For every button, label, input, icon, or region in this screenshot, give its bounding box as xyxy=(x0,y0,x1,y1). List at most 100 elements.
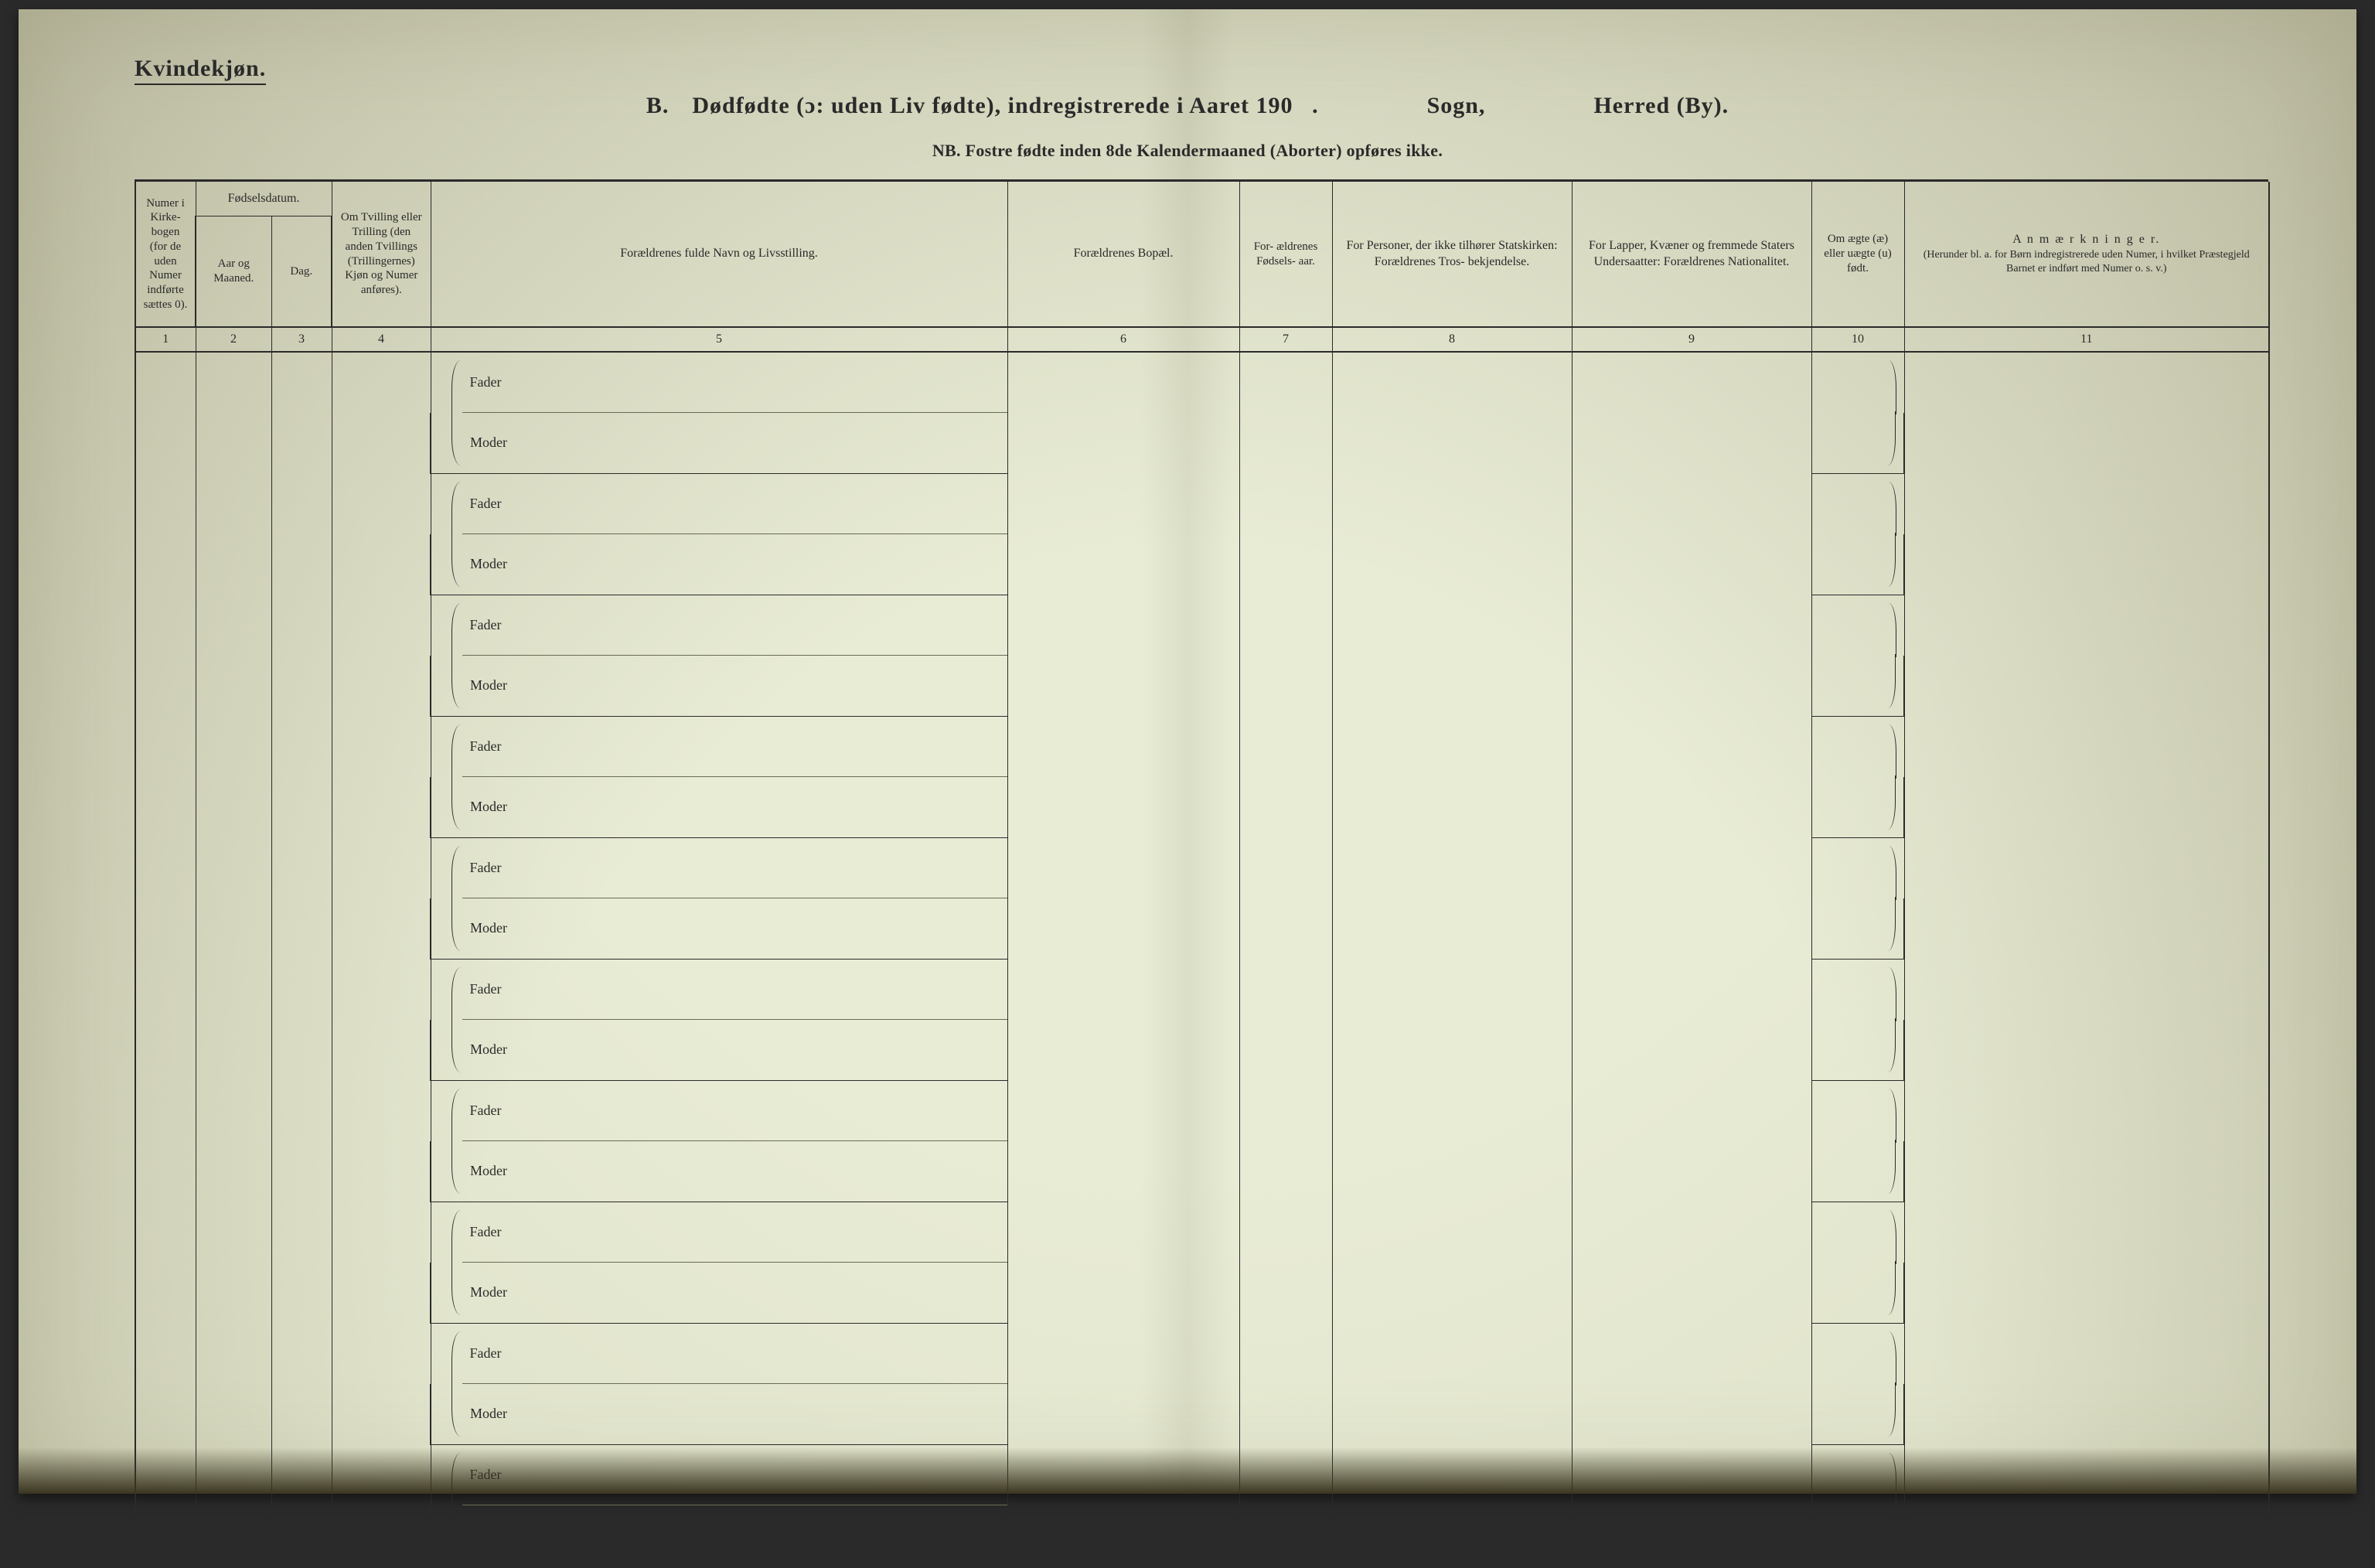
gender-label: Kvindekjøn. xyxy=(135,56,266,85)
cell-c1 xyxy=(135,1324,196,1445)
cell-c7 xyxy=(1239,960,1332,1081)
cell-c6 xyxy=(1007,1324,1239,1445)
cell-c1 xyxy=(135,717,196,838)
herred-label: Herred (By). xyxy=(1593,93,1729,119)
cell-moder: Moder xyxy=(431,1020,1007,1081)
colnum-2: 2 xyxy=(196,327,271,352)
cell-c1 xyxy=(135,474,196,595)
table-row: Fader xyxy=(135,1445,2269,1506)
cell-c3 xyxy=(271,1324,332,1445)
col-1-header: Numer i Kirke- bogen (for de uden Numer … xyxy=(135,182,196,327)
cell-moder: Moder xyxy=(431,777,1007,838)
cell-moder: Moder xyxy=(431,898,1007,960)
col-10-header: Om ægte (æ) eller uægte (u) født. xyxy=(1811,182,1904,327)
cell-c7 xyxy=(1239,838,1332,960)
cell-fader: Fader xyxy=(431,1081,1007,1142)
table-body: FaderModerFaderModerFaderModerFaderModer… xyxy=(135,352,2269,1567)
cell-c7 xyxy=(1239,1445,1332,1567)
table-row: Fader xyxy=(135,595,2269,656)
cell-c2 xyxy=(196,717,271,838)
register-grid: Numer i Kirke- bogen (for de uden Numer … xyxy=(135,179,2268,1568)
register-page: Kvindekjøn. B. Dødfødte (ɔ: uden Liv fød… xyxy=(19,9,2356,1494)
cell-c3 xyxy=(271,474,332,595)
cell-c2 xyxy=(196,474,271,595)
cell-c10-bot xyxy=(1811,656,1904,717)
cell-c6 xyxy=(1007,352,1239,474)
cell-c10-bot xyxy=(1811,777,1904,838)
cell-moder: Moder xyxy=(431,1141,1007,1202)
cell-c4 xyxy=(332,1081,431,1202)
col-11-sub: (Herunder bl. a. for Børn indregistrered… xyxy=(1911,248,2263,276)
cell-c7 xyxy=(1239,717,1332,838)
cell-c8 xyxy=(1332,960,1572,1081)
cell-c11 xyxy=(1904,1324,2269,1445)
cell-c10-top xyxy=(1811,1202,1904,1263)
cell-c10-bot xyxy=(1811,898,1904,960)
cell-c2 xyxy=(196,838,271,960)
cell-c7 xyxy=(1239,595,1332,717)
col-9-header: For Lapper, Kvæner og fremmede Staters U… xyxy=(1572,182,1811,327)
cell-c8 xyxy=(1332,595,1572,717)
col-4-header: Om Tvilling eller Trilling (den anden Tv… xyxy=(332,182,431,327)
cell-fader: Fader xyxy=(431,595,1007,656)
cell-c3 xyxy=(271,595,332,717)
col-11-title: A n m æ r k n i n g e r. xyxy=(2012,233,2160,246)
cell-c3 xyxy=(271,960,332,1081)
cell-c9 xyxy=(1572,595,1811,717)
cell-c10-bot xyxy=(1811,1505,1904,1567)
table-row: Fader xyxy=(135,1324,2269,1385)
cell-c11 xyxy=(1904,838,2269,960)
cell-c8 xyxy=(1332,1445,1572,1567)
col-2-3-group-header: Fødselsdatum. xyxy=(196,182,332,216)
cell-c10-top xyxy=(1811,838,1904,899)
colnum-10: 10 xyxy=(1811,327,1904,352)
cell-moder: Moder xyxy=(431,656,1007,717)
cell-c8 xyxy=(1332,1202,1572,1324)
cell-c8 xyxy=(1332,838,1572,960)
colnum-11: 11 xyxy=(1904,327,2269,352)
cell-moder: Moder xyxy=(431,1505,1007,1567)
colnum-9: 9 xyxy=(1572,327,1811,352)
cell-c9 xyxy=(1572,717,1811,838)
cell-fader: Fader xyxy=(431,838,1007,899)
cell-c6 xyxy=(1007,1202,1239,1324)
cell-c10-top xyxy=(1811,717,1904,778)
header-row-1: Numer i Kirke- bogen (for de uden Numer … xyxy=(135,182,2269,216)
cell-c8 xyxy=(1332,474,1572,595)
title-row: B. Dødfødte (ɔ: uden Liv fødte), indregi… xyxy=(19,93,2356,119)
cell-c10-bot xyxy=(1811,1020,1904,1081)
cell-fader: Fader xyxy=(431,1202,1007,1263)
colnum-7: 7 xyxy=(1239,327,1332,352)
cell-c8 xyxy=(1332,1324,1572,1445)
cell-c7 xyxy=(1239,1081,1332,1202)
cell-c6 xyxy=(1007,838,1239,960)
cell-c6 xyxy=(1007,1081,1239,1202)
table-row: Fader xyxy=(135,960,2269,1021)
sogn-label: Sogn, xyxy=(1427,93,1486,119)
cell-c4 xyxy=(332,595,431,717)
colnum-8: 8 xyxy=(1332,327,1572,352)
cell-c9 xyxy=(1572,1445,1811,1567)
colnum-6: 6 xyxy=(1007,327,1239,352)
cell-fader: Fader xyxy=(431,1324,1007,1385)
col-8-header: For Personer, der ikke tilhører Statskir… xyxy=(1332,182,1572,327)
col-3-header: Dag. xyxy=(271,216,332,328)
cell-c11 xyxy=(1904,474,2269,595)
cell-fader: Fader xyxy=(431,1445,1007,1506)
cell-c8 xyxy=(1332,352,1572,474)
cell-c10-top xyxy=(1811,960,1904,1021)
colnum-1: 1 xyxy=(135,327,196,352)
cell-c6 xyxy=(1007,717,1239,838)
cell-c3 xyxy=(271,1445,332,1567)
cell-c4 xyxy=(332,474,431,595)
cell-c4 xyxy=(332,1202,431,1324)
title-main: B. Dødfødte (ɔ: uden Liv fødte), indregi… xyxy=(646,93,1319,119)
cell-c11 xyxy=(1904,1445,2269,1567)
cell-c2 xyxy=(196,1081,271,1202)
cell-c4 xyxy=(332,352,431,474)
title-prefix: B. xyxy=(646,93,670,118)
cell-c1 xyxy=(135,960,196,1081)
cell-fader: Fader xyxy=(431,352,1007,413)
cell-c9 xyxy=(1572,1081,1811,1202)
nb-line: NB. Fostre fødte inden 8de Kalendermaane… xyxy=(19,141,2356,161)
